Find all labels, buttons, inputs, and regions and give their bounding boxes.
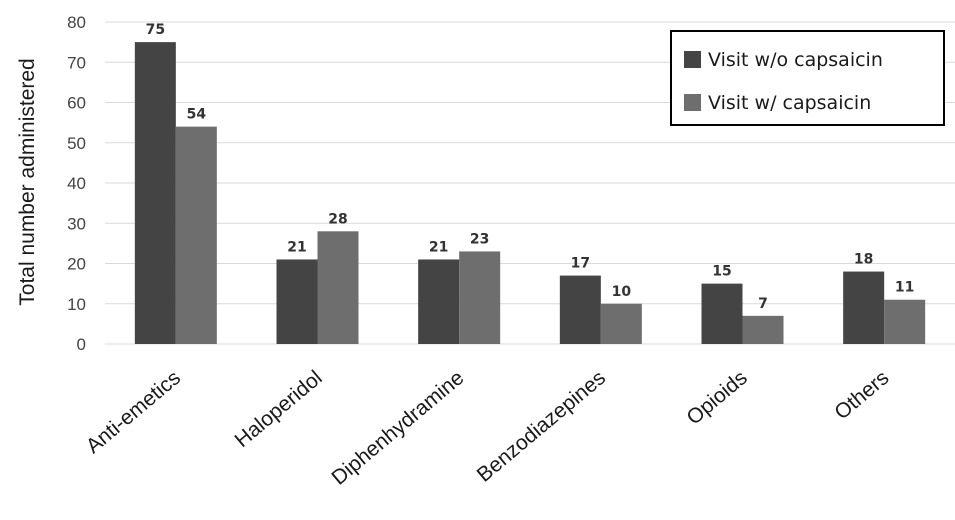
data-label: 10 (612, 284, 632, 300)
legend-swatch-series-1 (684, 51, 701, 68)
data-label: 18 (854, 252, 873, 268)
bar (742, 315, 784, 344)
data-label: 15 (712, 264, 731, 280)
bar (175, 126, 217, 345)
category-label: Haloperidol (231, 366, 327, 452)
legend: Visit w/o capsaicin Visit w/ capsaicin (670, 30, 945, 126)
legend-label-series-2: Visit w/ capsaicin (708, 92, 871, 114)
y-axis-ticks: 0 10 20 30 40 50 60 70 80 (67, 13, 86, 354)
bar (701, 283, 743, 344)
bar (317, 231, 359, 344)
y-tick-label: 20 (67, 255, 86, 274)
data-label: 21 (287, 239, 306, 255)
y-tick-label: 50 (67, 134, 86, 153)
category-label: Benzodiazepines (473, 366, 610, 486)
data-label: 28 (328, 211, 347, 227)
gridlines (105, 21, 955, 345)
category-label: Others (830, 366, 893, 424)
y-tick-label: 70 (67, 53, 86, 72)
bar (276, 259, 318, 344)
data-label: 54 (187, 107, 207, 123)
legend-label-series-1: Visit w/o capsaicin (708, 49, 883, 71)
category-label: Anti-emetics (82, 366, 185, 458)
data-label: 7 (758, 296, 768, 312)
y-tick-label: 80 (67, 13, 86, 32)
data-label: 11 (895, 280, 914, 296)
bar (134, 42, 176, 344)
bar (843, 271, 885, 344)
data-labels: 75 54 21 28 21 23 17 10 15 7 18 11 (146, 22, 915, 312)
category-label: Opioids (682, 366, 751, 429)
y-tick-label: 30 (67, 214, 86, 233)
y-tick-label: 10 (67, 295, 86, 314)
y-tick-label: 60 (67, 94, 86, 113)
data-label: 21 (429, 239, 448, 255)
bar (884, 299, 926, 344)
legend-swatch-series-2 (684, 94, 701, 111)
data-label: 17 (571, 256, 590, 272)
data-label: 23 (470, 231, 489, 247)
y-axis-label: Total number administered (16, 58, 39, 305)
y-tick-label: 40 (67, 174, 86, 193)
category-label: Diphenhydramine (327, 366, 468, 489)
bars (134, 42, 926, 345)
legend-box (670, 30, 945, 126)
data-label: 75 (146, 22, 165, 38)
bar (559, 275, 601, 344)
bar (459, 251, 501, 344)
bar (418, 259, 460, 344)
y-tick-label: 0 (77, 335, 86, 354)
bar (600, 303, 642, 344)
x-axis-categories: Anti-emetics Haloperidol Diphenhydramine Be… (82, 366, 894, 489)
